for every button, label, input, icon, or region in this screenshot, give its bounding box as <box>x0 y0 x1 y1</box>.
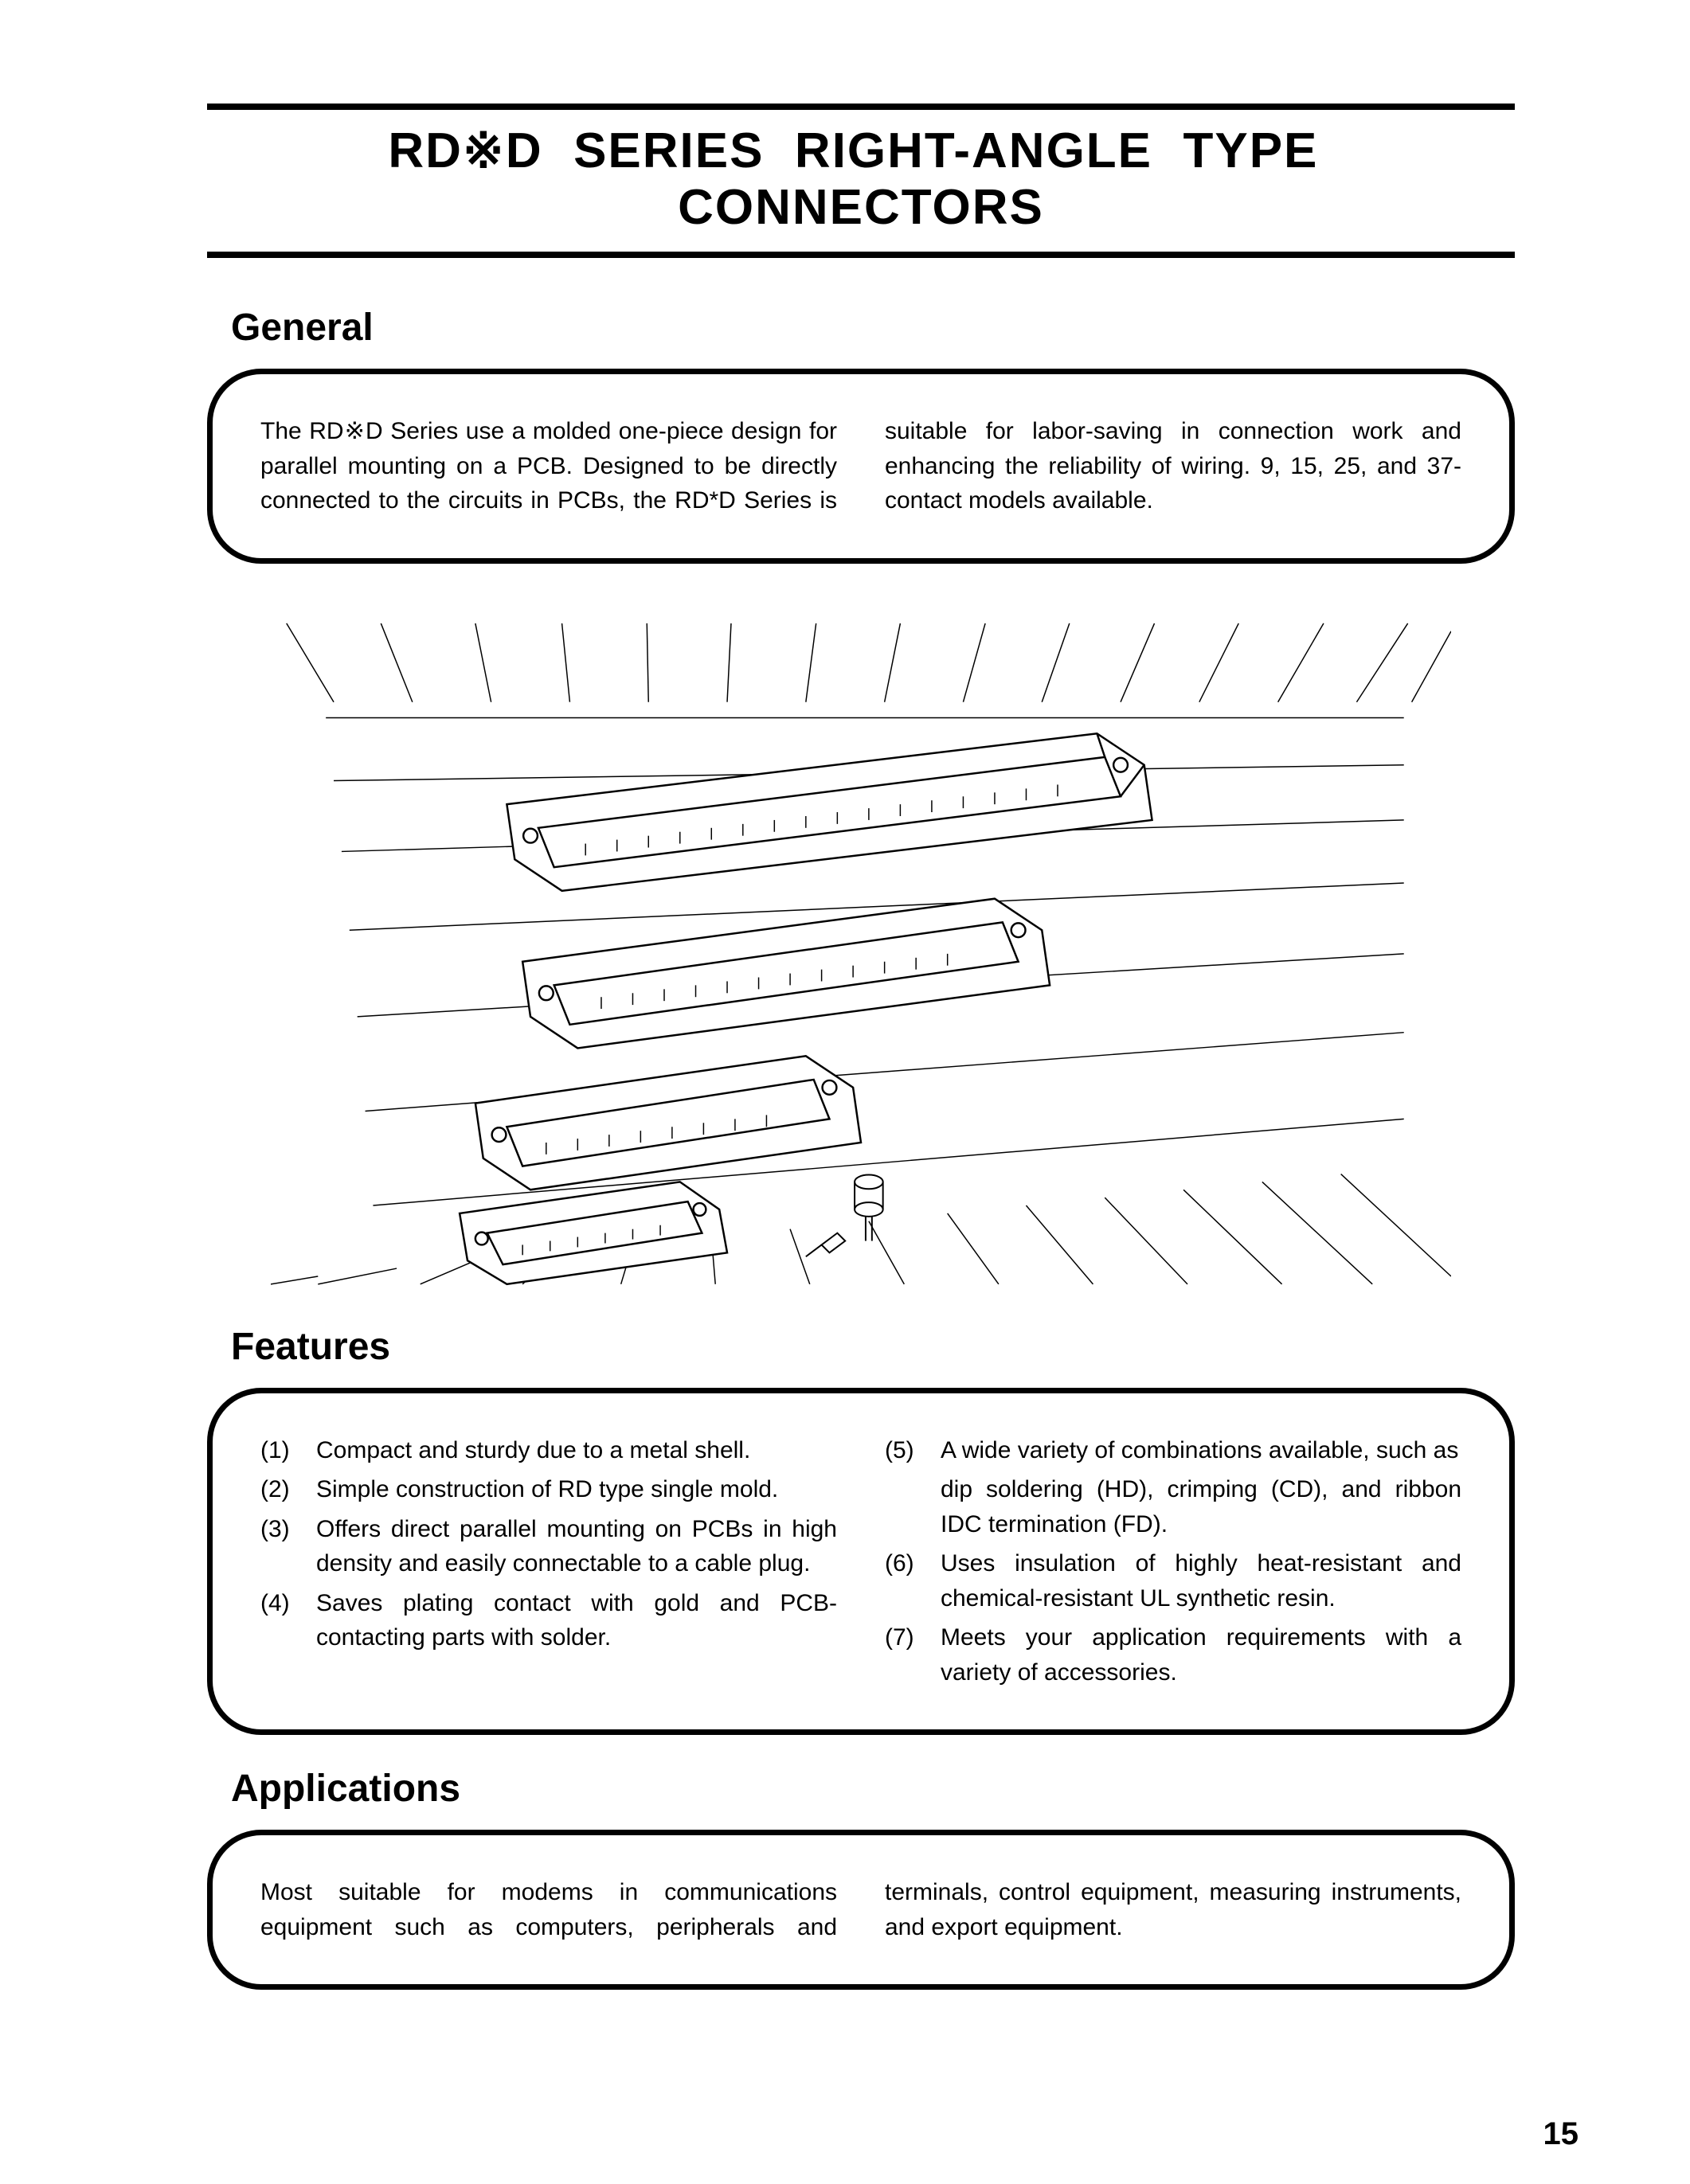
feature-item: (2)Simple construction of RD type single… <box>260 1472 837 1507</box>
feature-text: Offers direct parallel mounting on PCBs … <box>316 1512 837 1581</box>
feature-text: dip soldering (HD), crimping (CD), and r… <box>941 1472 1461 1541</box>
feature-item: (7)Meets your application requirements w… <box>885 1620 1461 1690</box>
features-list: (1)Compact and sturdy due to a metal she… <box>260 1433 1461 1690</box>
feature-number: (3) <box>260 1512 316 1581</box>
feature-text: Uses insulation of highly heat-resistant… <box>941 1546 1461 1616</box>
general-box: The RD※D Series use a molded one-piece d… <box>207 369 1515 564</box>
feature-number: (5) <box>885 1433 941 1468</box>
applications-columns: Most suitable for modems in communicatio… <box>260 1875 1461 1944</box>
feature-item: (5)A wide variety of combinations availa… <box>885 1433 1461 1468</box>
feature-number: (1) <box>260 1433 316 1468</box>
general-text: The RD※D Series use a molded one-piece d… <box>260 414 1461 518</box>
general-columns: The RD※D Series use a molded one-piece d… <box>260 414 1461 518</box>
applications-box: Most suitable for modems in communicatio… <box>207 1830 1515 1990</box>
feature-text: Compact and sturdy due to a metal shell. <box>316 1433 837 1468</box>
title-rule-wrap: RD※D SERIES RIGHT-ANGLE TYPE CONNECTORS <box>207 104 1515 258</box>
feature-number: (4) <box>260 1586 316 1655</box>
feature-item: (1)Compact and sturdy due to a metal she… <box>260 1433 837 1468</box>
page-title: RD※D SERIES RIGHT-ANGLE TYPE CONNECTORS <box>207 121 1515 236</box>
page-number: 15 <box>1543 2116 1579 2152</box>
feature-text: Saves plating contact with gold and PCB-… <box>316 1586 837 1655</box>
feature-number: (2) <box>260 1472 316 1507</box>
feature-item: (6)Uses insulation of highly heat-resist… <box>885 1546 1461 1616</box>
feature-text: Meets your application requirements with… <box>941 1620 1461 1690</box>
illustration-svg <box>271 596 1451 1296</box>
feature-item: (x)dip soldering (HD), crimping (CD), an… <box>885 1472 1461 1541</box>
features-heading: Features <box>231 1325 1531 1369</box>
feature-item: (4)Saves plating contact with gold and P… <box>260 1586 837 1655</box>
features-box: (1)Compact and sturdy due to a metal she… <box>207 1388 1515 1736</box>
applications-text: Most suitable for modems in communicatio… <box>260 1875 1461 1944</box>
page: RD※D SERIES RIGHT-ANGLE TYPE CONNECTORS … <box>0 0 1690 2184</box>
general-heading: General <box>231 306 1531 350</box>
feature-number: (6) <box>885 1546 941 1616</box>
applications-heading: Applications <box>231 1767 1531 1811</box>
connector-illustration <box>271 596 1451 1296</box>
feature-text: A wide variety of combinations available… <box>941 1433 1461 1468</box>
feature-item: (3)Offers direct parallel mounting on PC… <box>260 1512 837 1581</box>
feature-text: Simple construction of RD type single mo… <box>316 1472 837 1507</box>
feature-number: (7) <box>885 1620 941 1690</box>
